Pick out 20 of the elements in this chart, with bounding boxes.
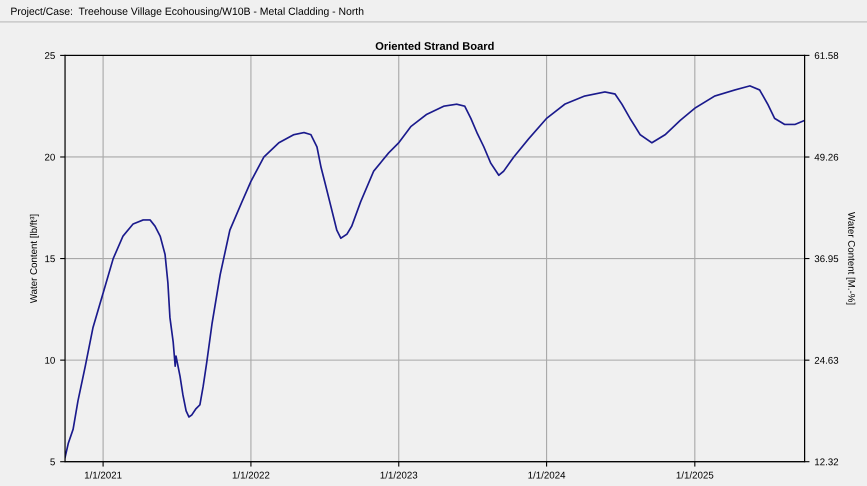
- y2-tick-label: 36.95: [814, 255, 838, 262]
- y-tick-label: 15: [45, 255, 55, 262]
- x-tick-label: 1/1/2023: [380, 471, 418, 479]
- y2-tick-label: 24.63: [814, 356, 838, 364]
- y2-tick-label: 12.32: [815, 458, 838, 466]
- x-tick-label: 1/1/2024: [528, 471, 566, 479]
- y-tick-label: 5: [50, 458, 55, 466]
- chart-title: Oriented Strand Board: [376, 42, 494, 50]
- y-tick-label: 25: [44, 52, 55, 60]
- x-tick-label: 1/1/2022: [232, 471, 270, 479]
- y2-tick-label: 49.26: [814, 154, 838, 161]
- y2-tick-label: 61.58: [814, 52, 838, 60]
- y-tick-label: 20: [44, 154, 55, 161]
- y-tick-label: 10: [45, 356, 55, 364]
- text: Project/Case: Treehouse Village Ecohousing/W10B - Metal Cladding - North: [11, 7, 364, 17]
- y2-axis-title: Water Content [M.-%]: [846, 212, 856, 304]
- x-tick-label: 1/1/2021: [84, 471, 122, 479]
- x-tick-label: 1/1/2025: [676, 471, 714, 479]
- line-series: [65, 85, 805, 458]
- y-axis-title: Water Content [lb/ft³]: [30, 214, 39, 304]
